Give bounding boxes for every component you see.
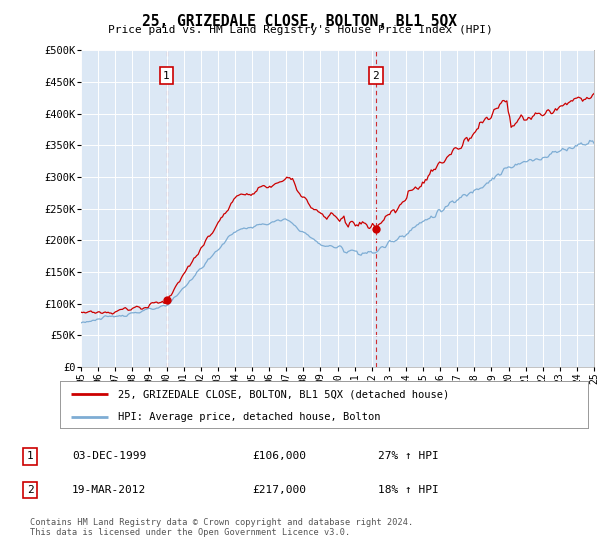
Text: £217,000: £217,000 [252,485,306,495]
Text: 25, GRIZEDALE CLOSE, BOLTON, BL1 5QX (detached house): 25, GRIZEDALE CLOSE, BOLTON, BL1 5QX (de… [118,389,449,399]
Text: Price paid vs. HM Land Registry's House Price Index (HPI): Price paid vs. HM Land Registry's House … [107,25,493,35]
Text: 2: 2 [26,485,34,495]
Text: 27% ↑ HPI: 27% ↑ HPI [378,451,439,461]
Text: 1: 1 [26,451,34,461]
Text: 03-DEC-1999: 03-DEC-1999 [72,451,146,461]
Text: 1: 1 [163,71,170,81]
Text: 2: 2 [373,71,379,81]
Text: 19-MAR-2012: 19-MAR-2012 [72,485,146,495]
Text: Contains HM Land Registry data © Crown copyright and database right 2024.
This d: Contains HM Land Registry data © Crown c… [30,518,413,538]
Text: 18% ↑ HPI: 18% ↑ HPI [378,485,439,495]
Text: 25, GRIZEDALE CLOSE, BOLTON, BL1 5QX: 25, GRIZEDALE CLOSE, BOLTON, BL1 5QX [143,14,458,29]
Text: HPI: Average price, detached house, Bolton: HPI: Average price, detached house, Bolt… [118,412,380,422]
Text: £106,000: £106,000 [252,451,306,461]
